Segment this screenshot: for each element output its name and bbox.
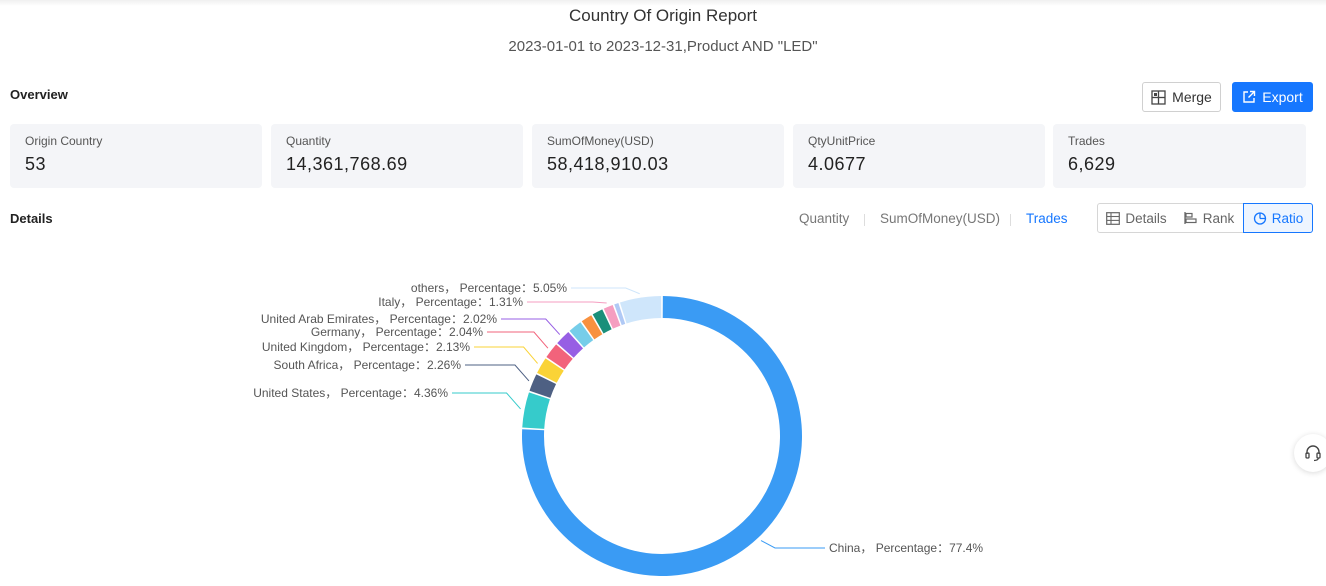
donut-slice-united-states[interactable]	[522, 392, 550, 429]
donut-slice-united-kingdom[interactable]	[537, 358, 564, 383]
donut-slice-germany[interactable]	[546, 344, 573, 370]
donut-slice-unlabeled-8[interactable]	[592, 309, 612, 334]
stat-label: QtyUnitPrice	[808, 134, 876, 148]
export-label: Export	[1262, 89, 1303, 105]
view-details-button[interactable]: Details	[1097, 203, 1176, 233]
slice-label: others， Percentage：5.05%	[411, 281, 567, 295]
label-leader-line	[465, 364, 530, 382]
slice-label: South Africa， Percentage：2.26%	[274, 358, 462, 372]
report-title: Country Of Origin Report	[568, 6, 757, 25]
label-leader-line	[474, 346, 538, 364]
stat-card-trades: Trades 6,629	[1053, 124, 1306, 188]
label-leader-line	[452, 392, 521, 410]
label-leader-line	[760, 540, 825, 549]
tab-divider	[864, 214, 865, 226]
slice-label: Germany， Percentage：2.04%	[311, 325, 483, 339]
top-shadow	[0, 0, 1326, 6]
donut-slice-unlabeled-7[interactable]	[581, 315, 603, 340]
slice-label: United Kingdom， Percentage：2.13%	[262, 340, 470, 354]
country-ratio-donut-chart: China， Percentage：77.4% United States， Pe…	[253, 281, 983, 576]
stat-label: SumOfMoney(USD)	[547, 134, 654, 148]
stat-card-quantity: Quantity 14,361,768.69	[271, 124, 523, 188]
slice-label: United States， Percentage：4.36%	[253, 386, 448, 400]
view-details-label: Details	[1125, 210, 1167, 226]
export-icon	[1243, 90, 1256, 103]
stat-value: 14,361,768.69	[286, 154, 408, 174]
label-leader-line	[501, 318, 561, 335]
tab-divider	[1010, 214, 1011, 226]
table-icon	[1106, 211, 1121, 225]
donut-slice-unlabeled-10[interactable]	[614, 302, 626, 326]
merge-button[interactable]: Merge	[1142, 82, 1221, 112]
stat-card-qty-unit-price: QtyUnitPrice 4.0677	[793, 124, 1045, 188]
stat-label: Trades	[1068, 134, 1105, 148]
support-button[interactable]	[1294, 434, 1326, 472]
donut-slice-unlabeled-6[interactable]	[569, 322, 594, 348]
label-leader-line	[527, 301, 607, 304]
slice-label: China， Percentage：77.4%	[829, 541, 983, 555]
donut-slice-others[interactable]	[619, 296, 662, 324]
slice-label: United Arab Emirates， Percentage：2.02%	[261, 312, 497, 326]
label-leader-line	[571, 287, 640, 295]
view-rank-button[interactable]: Rank	[1175, 203, 1244, 233]
stat-card-origin-country: Origin Country 53	[10, 124, 262, 188]
headset-icon	[1305, 445, 1321, 462]
donut-slice-united-arab-emirates[interactable]	[557, 331, 584, 358]
tab-quantity[interactable]: Quantity	[799, 211, 850, 226]
details-heading: Details	[10, 211, 53, 226]
merge-label: Merge	[1172, 89, 1212, 105]
export-button[interactable]: Export	[1232, 82, 1313, 112]
pie-chart-icon	[1253, 212, 1266, 225]
stat-label: Origin Country	[25, 134, 103, 148]
report-subtitle: 2023-01-01 to 2023-12-31,Product AND "LE…	[508, 38, 818, 55]
stat-value: 6,629	[1068, 154, 1116, 174]
tab-trades[interactable]: Trades	[1026, 211, 1068, 226]
merge-icon	[1151, 89, 1166, 105]
tab-sum-of-money[interactable]: SumOfMoney(USD)	[880, 211, 1001, 226]
stat-value: 53	[25, 154, 47, 174]
view-ratio-button[interactable]: Ratio	[1243, 203, 1313, 233]
donut-slice-south-africa[interactable]	[529, 374, 557, 398]
donut-slice-italy[interactable]	[603, 304, 621, 329]
stat-value: 4.0677	[808, 154, 867, 174]
view-ratio-label: Ratio	[1271, 210, 1304, 226]
stat-value: 58,418,910.03	[547, 154, 669, 174]
view-rank-label: Rank	[1202, 210, 1235, 226]
stat-card-sum-of-money: SumOfMoney(USD) 58,418,910.03	[532, 124, 784, 188]
slice-label: Italy， Percentage：1.31%	[378, 295, 523, 309]
stat-label: Quantity	[286, 134, 331, 148]
bar-rank-icon	[1184, 212, 1197, 224]
overview-heading: Overview	[10, 87, 68, 102]
label-leader-line	[487, 331, 549, 349]
